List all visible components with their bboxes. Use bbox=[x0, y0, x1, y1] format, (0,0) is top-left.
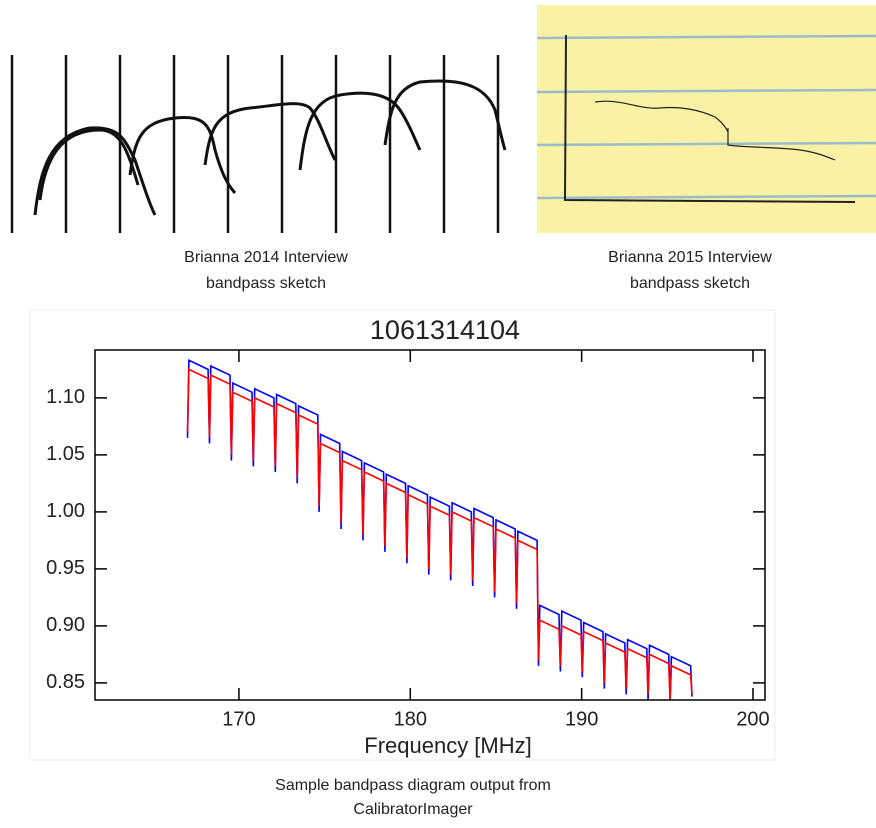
x-tick-label: 200 bbox=[736, 708, 769, 730]
y-tick-label: 1.10 bbox=[46, 386, 85, 408]
caption: CalibratorImager bbox=[353, 801, 473, 818]
chart-title: 1061314104 bbox=[370, 315, 520, 345]
x-tick-label: 170 bbox=[222, 708, 255, 730]
x-tick-label: 190 bbox=[565, 708, 598, 730]
plot: 0.85 0.90 0.95 1.00 1.05 1.10 170 180 190 200 bbox=[46, 349, 770, 730]
caption: Brianna 2014 Interview bbox=[184, 249, 348, 266]
series-line bbox=[186, 368, 693, 700]
caption: Brianna 2015 Interview bbox=[608, 249, 772, 266]
sketch-2014 bbox=[10, 55, 522, 233]
x-axis-label: Frequency [MHz] bbox=[364, 733, 532, 758]
chart-panel bbox=[29, 309, 776, 761]
x-tick-label: 180 bbox=[394, 708, 427, 730]
y-tick-label: 1.00 bbox=[46, 500, 85, 522]
y-tick-label: 0.85 bbox=[46, 671, 85, 693]
y-tick-label: 1.05 bbox=[46, 443, 85, 465]
y-tick-label: 0.95 bbox=[46, 557, 85, 579]
plot-frame bbox=[94, 349, 766, 701]
caption: bandpass sketch bbox=[206, 275, 326, 292]
y-tick-label: 0.90 bbox=[46, 614, 85, 636]
sketch-2015 bbox=[536, 5, 876, 233]
caption: bandpass sketch bbox=[630, 275, 750, 292]
caption: Sample bandpass diagram output from bbox=[275, 777, 551, 794]
